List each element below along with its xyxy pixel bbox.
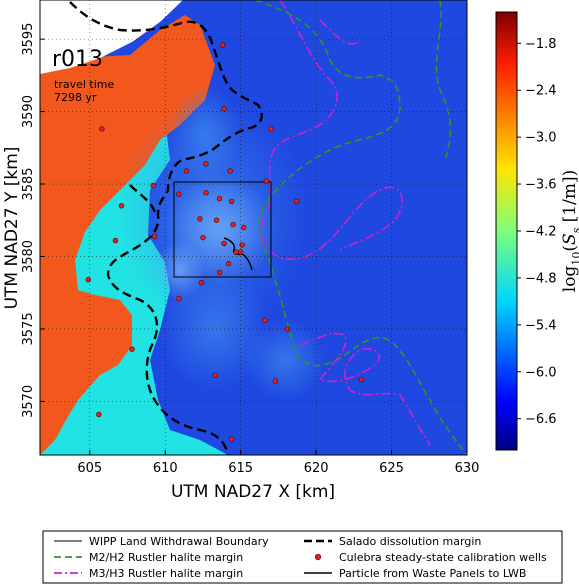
colorbar-ticks: −1.8 −2.4 −3.0 −3.6 −4.2 −4.8 −5.4 −6.0 −6.6 [517, 37, 557, 427]
layer-white-no-data [40, 0, 183, 74]
y-axis-label: UTM NAD27 Y [km] [2, 147, 22, 310]
colorbar-tick-label: −2.4 [525, 84, 557, 99]
legend-label-m2h2: M2/H2 Rustler halite margin [89, 551, 243, 564]
calibration-well [219, 42, 226, 48]
colorbar-label: log10(Ss [1/m]) [560, 170, 579, 292]
calibration-well [272, 378, 279, 384]
y-tick-label: 3590 [21, 95, 36, 128]
x-tick-label: 630 [455, 461, 480, 476]
calibration-well [227, 168, 233, 174]
y-tick-label: 3580 [21, 240, 36, 273]
legend-label-m3h3: M3/H3 Rustler halite margin [89, 567, 243, 580]
calibration-well [200, 234, 206, 241]
map-field [40, 0, 467, 455]
calibration-well [85, 276, 91, 283]
colorbar-tick-label: −6.0 [525, 365, 557, 380]
legend-frame [42, 530, 563, 584]
calibration-well [150, 182, 156, 189]
calibration-well [176, 295, 182, 302]
travel-time-value: 7298 yr [54, 91, 97, 104]
travel-time-label: travel time [54, 78, 114, 91]
m3-h3-rustler-margin-line [260, 0, 404, 260]
colorbar-tick-label: −3.0 [525, 131, 557, 146]
m2-h2-rustler-margin-line [435, 0, 452, 161]
calibration-well [197, 216, 203, 222]
legend-label-salado: Salado dissolution margin [339, 535, 481, 548]
calibration-well [118, 203, 125, 209]
y-axis-ticks: 3570 3575 3580 3585 3590 3595 [21, 23, 45, 418]
calibration-well [228, 436, 235, 442]
calibration-well [203, 161, 209, 167]
calibration-well [221, 105, 227, 112]
calibration-well [112, 237, 119, 244]
colorbar-tick-label: −3.6 [525, 178, 557, 193]
calibration-well [213, 217, 220, 223]
calibration-well [99, 126, 105, 132]
calibration-well [221, 240, 227, 247]
x-tick-label: 620 [304, 461, 329, 476]
m3-h3-rustler-margin-line [319, 19, 361, 45]
colorbar-tick-label: −5.4 [525, 318, 557, 333]
colorbar-tick-label: −4.2 [525, 225, 557, 240]
calibration-well [233, 249, 239, 255]
calibration-well [239, 242, 245, 248]
x-tick-label: 610 [153, 461, 178, 476]
calibration-well [268, 126, 274, 132]
legend-swatch-wells [314, 553, 322, 561]
calibration-well [240, 224, 247, 231]
colorbar [495, 11, 518, 451]
x-axis-ticks: 605 610 615 620 625 630 [77, 450, 479, 476]
calibration-wells [85, 42, 365, 442]
salado-dissolution-margin-line [69, 1, 263, 455]
calibration-well [96, 411, 102, 418]
calibration-well [216, 195, 223, 202]
run-label: r013 [52, 47, 103, 72]
calibration-well [284, 326, 291, 332]
x-tick-label: 605 [77, 461, 102, 476]
permeable-zone [155, 240, 205, 300]
calibration-well [358, 376, 365, 383]
colorbar-tick-label: −1.8 [525, 37, 557, 52]
calibration-well [198, 279, 205, 286]
y-tick-label: 3575 [21, 312, 36, 345]
calibration-well [293, 198, 300, 205]
calibration-well [228, 198, 235, 205]
calibration-well [263, 178, 270, 184]
legend-label-wipp: WIPP Land Withdrawal Boundary [89, 535, 269, 548]
calibration-well [203, 190, 209, 196]
m3-h3-rustler-margin-line [299, 332, 431, 446]
calibration-well [151, 233, 158, 239]
calibration-well [212, 372, 218, 379]
calibration-well [262, 317, 268, 323]
y-tick-label: 3595 [21, 23, 36, 56]
x-tick-label: 625 [379, 461, 404, 476]
x-tick-label: 615 [228, 461, 253, 476]
legend: WIPP Land Withdrawal Boundary Salado dis… [42, 530, 563, 584]
permeable-zone [245, 320, 325, 400]
permeable-zone [160, 270, 270, 390]
calibration-well [225, 261, 232, 267]
calibration-well [183, 168, 190, 174]
colorbar-tick-label: −4.8 [525, 271, 557, 286]
legend-label-particle: Particle from Waste Panels to LWB [339, 567, 526, 580]
calibration-well [129, 346, 135, 352]
legend-label-wells: Culebra steady-state calibration wells [339, 551, 547, 564]
salado-dissolution-margin-line [129, 184, 157, 213]
calibration-well [176, 191, 182, 197]
colorbar-tick-label: −6.6 [525, 412, 557, 427]
wipp-land-withdrawal-boundary [173, 181, 272, 278]
plot-frame [39, 0, 468, 456]
x-axis-label: UTM NAD27 X [km] [171, 482, 335, 502]
calibration-well [230, 221, 236, 228]
y-tick-label: 3585 [21, 167, 36, 200]
y-tick-label: 3570 [21, 385, 36, 418]
calibration-well [216, 269, 223, 276]
